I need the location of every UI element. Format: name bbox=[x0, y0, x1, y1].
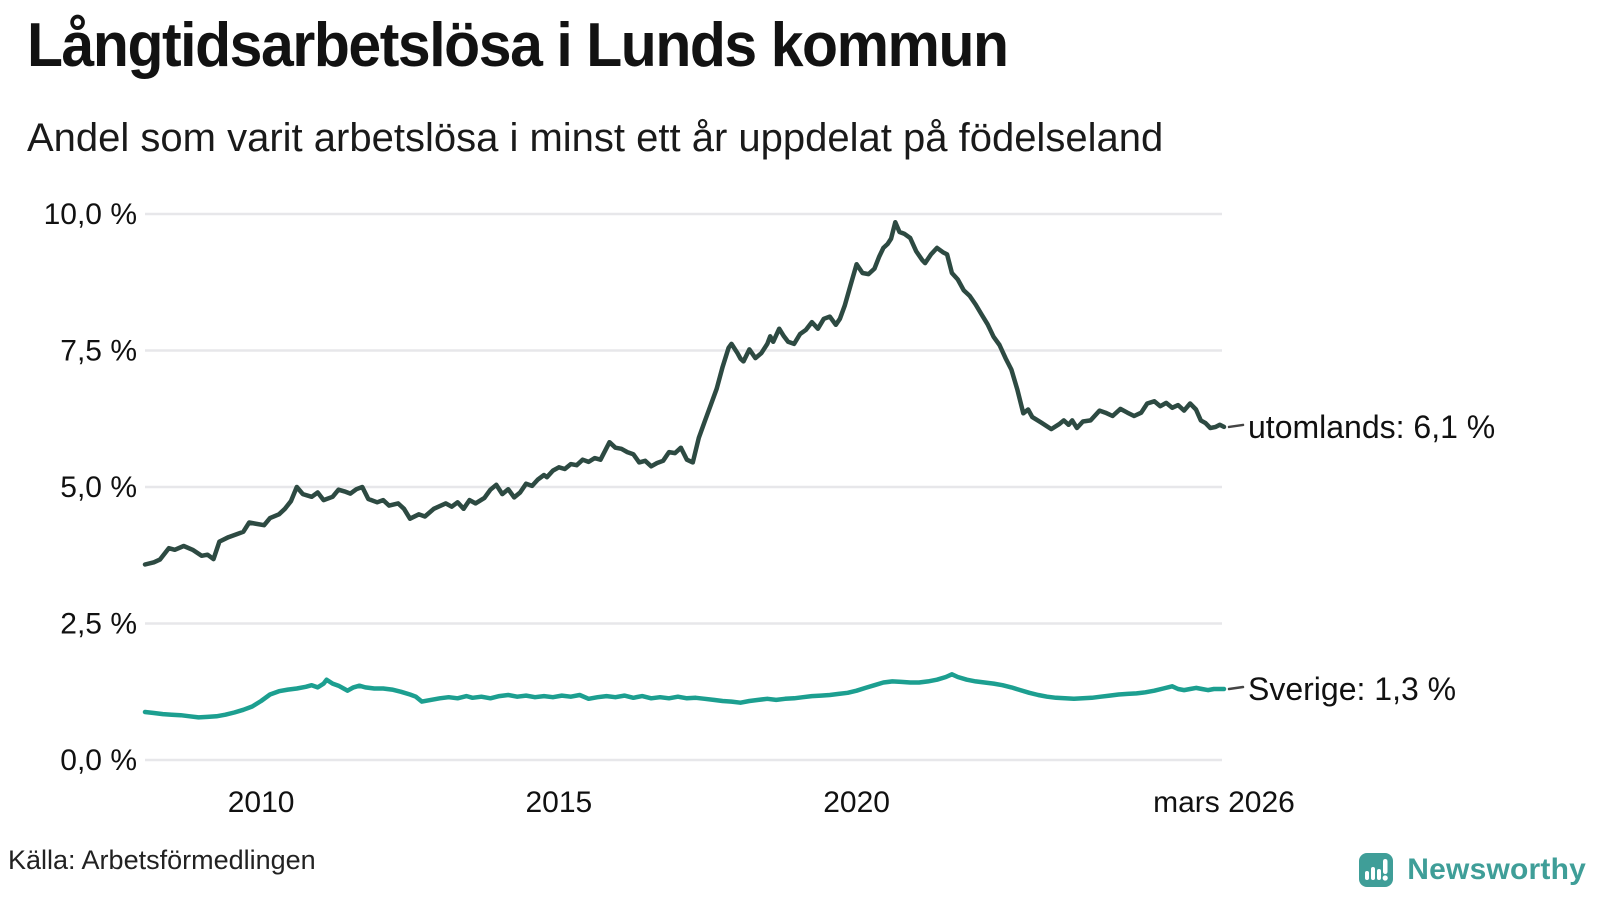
x-tick-label: mars 2026 bbox=[1153, 786, 1295, 819]
label-dash-Sverige bbox=[1227, 685, 1245, 691]
chart-subtitle: Andel som varit arbetslösa i minst ett å… bbox=[27, 116, 1164, 160]
y-tick-label: 5,0 % bbox=[60, 471, 137, 504]
brand-footer: Newsworthy bbox=[1358, 852, 1586, 888]
series-line-utomlands bbox=[142, 219, 1227, 567]
x-tick-label: 2020 bbox=[823, 786, 890, 819]
x-tick-label: 2010 bbox=[228, 786, 295, 819]
y-tick-label: 7,5 % bbox=[60, 335, 137, 368]
label-dash-utomlands bbox=[1227, 423, 1245, 429]
source-note: Källa: Arbetsförmedlingen bbox=[8, 845, 316, 875]
y-tick-label: 10,0 % bbox=[44, 198, 137, 231]
x-tick-label: 2015 bbox=[525, 786, 592, 819]
brand-name: Newsworthy bbox=[1407, 853, 1586, 886]
page-title: Långtidsarbetslösa i Lunds kommun bbox=[27, 11, 1009, 80]
y-tick-label: 2,5 % bbox=[60, 608, 137, 641]
series-line-Sverige bbox=[142, 672, 1227, 720]
newsworthy-logo-icon bbox=[1359, 853, 1394, 887]
series-label-utomlands: utomlands: 6,1 % bbox=[1248, 409, 1495, 445]
series-label-Sverige: Sverige: 1,3 % bbox=[1248, 671, 1456, 707]
y-tick-label: 0,0 % bbox=[60, 744, 137, 777]
